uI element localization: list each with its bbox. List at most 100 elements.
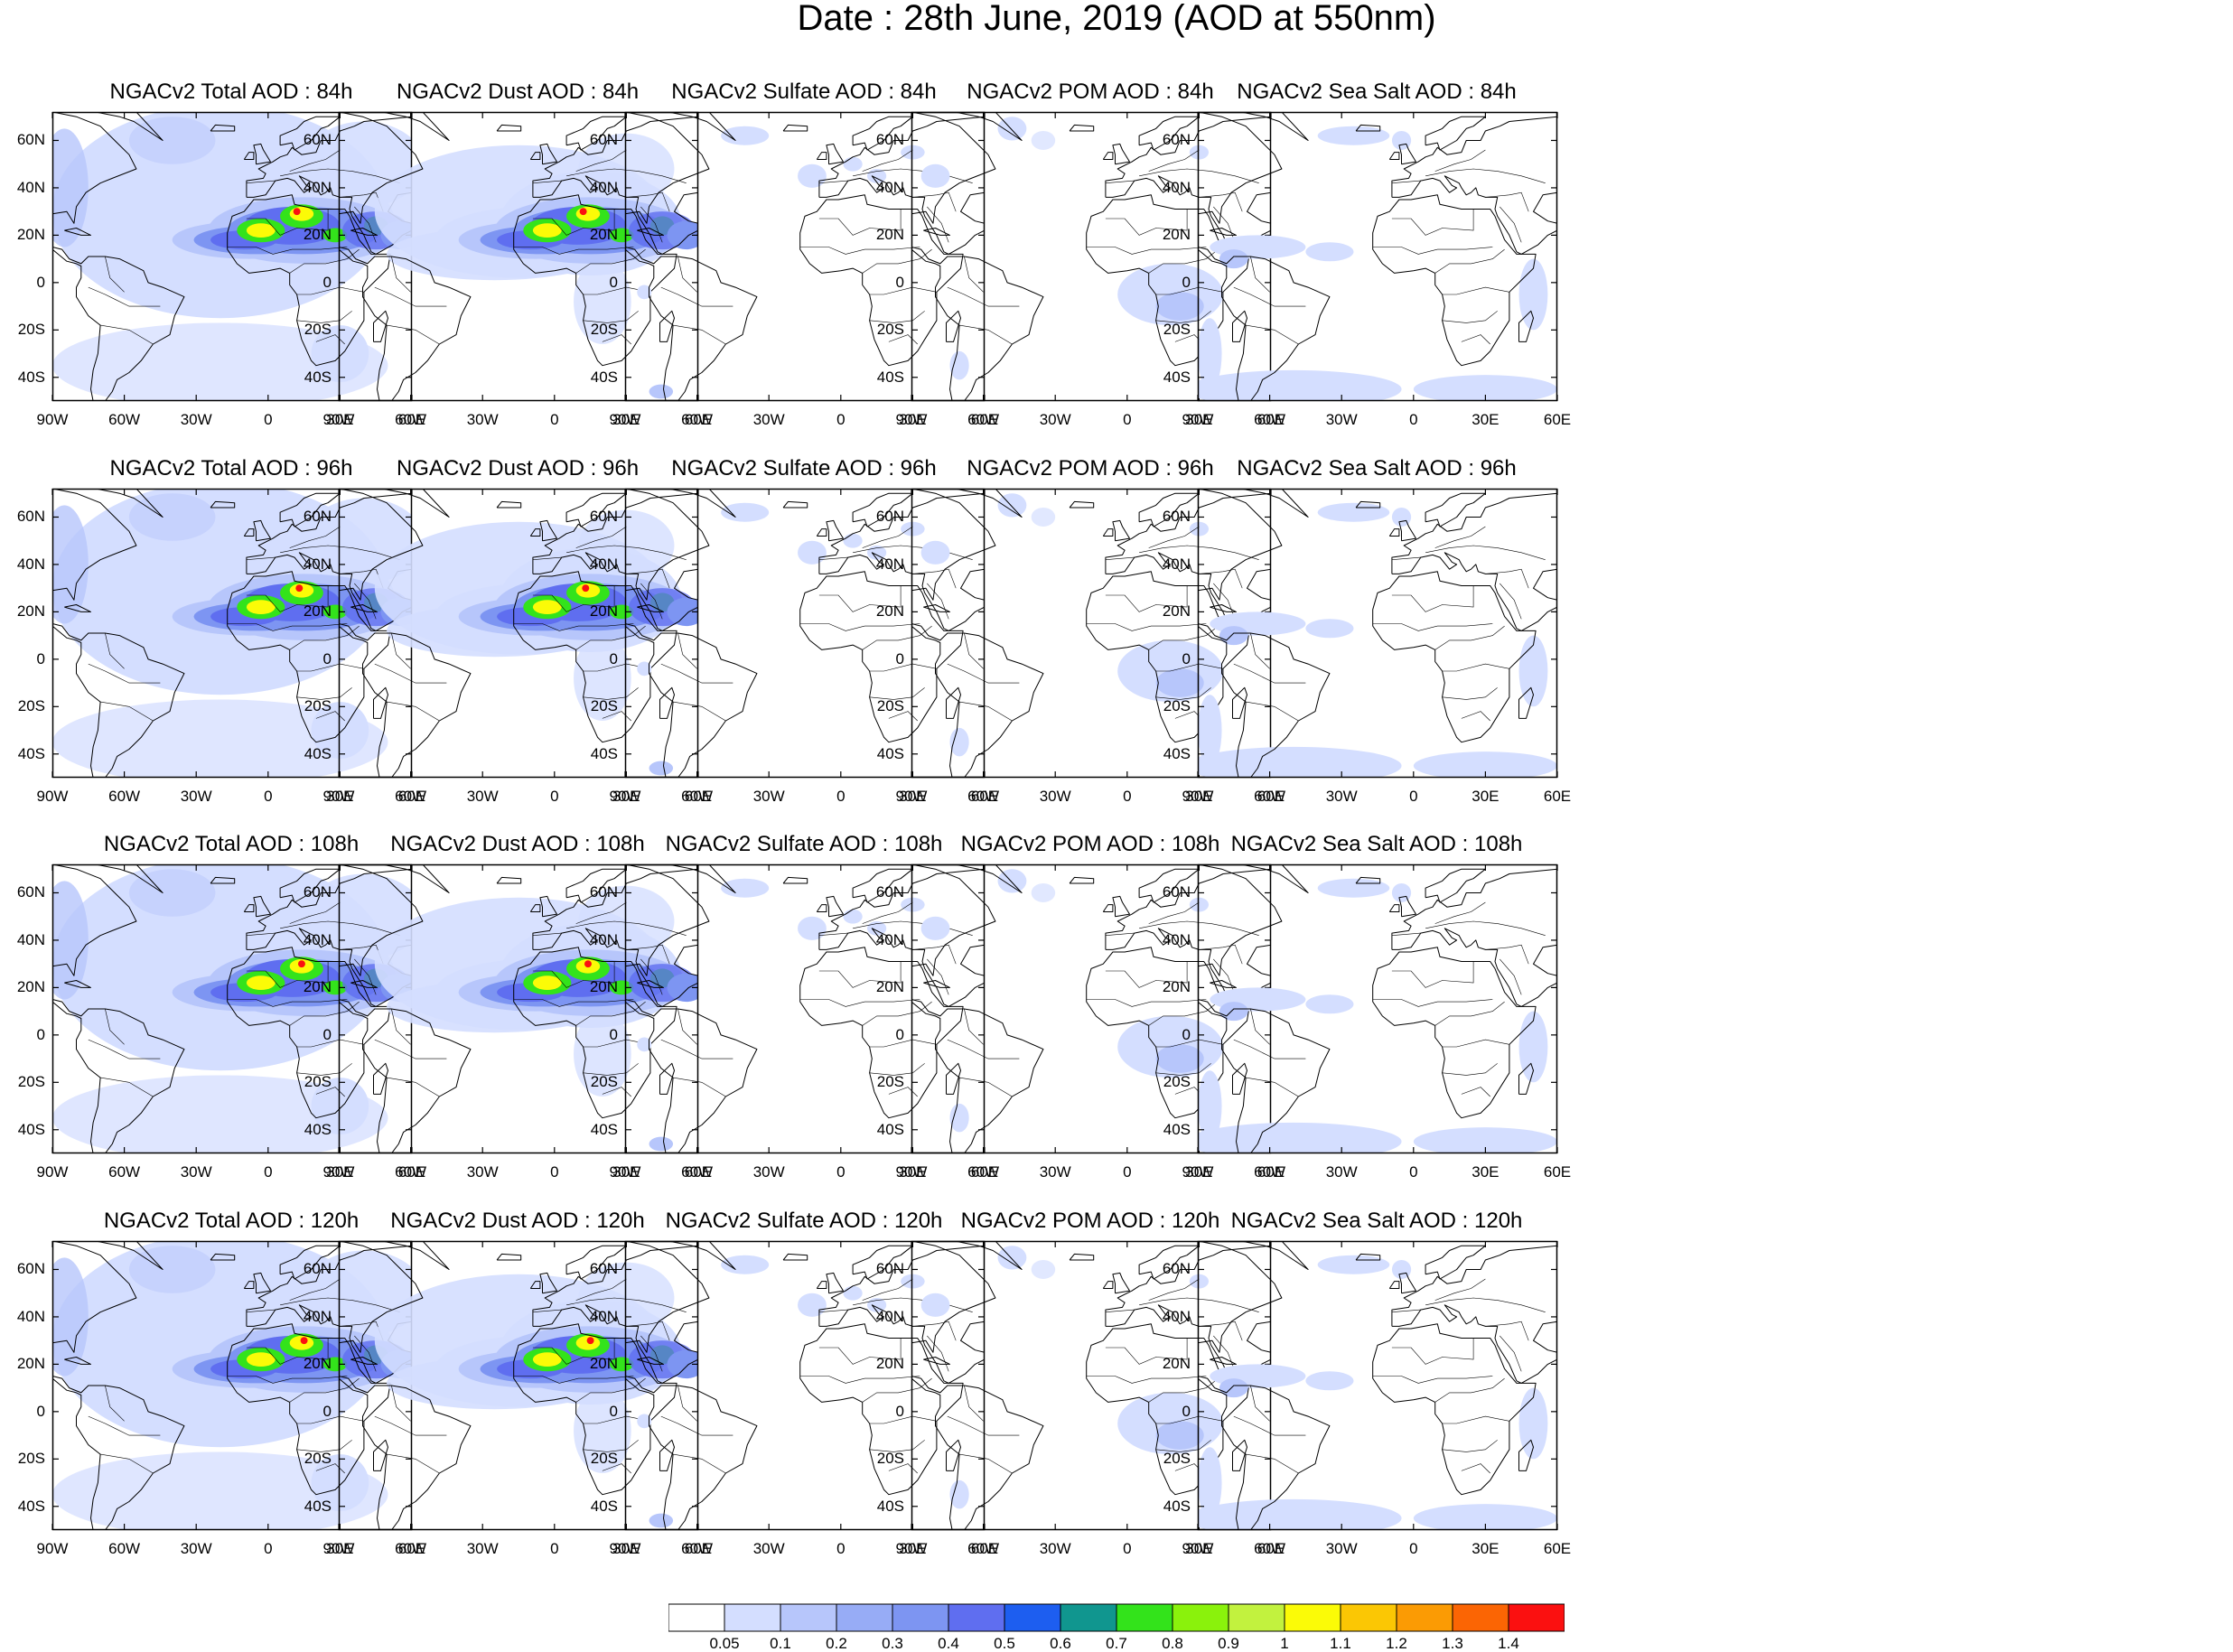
country-border bbox=[100, 1453, 154, 1474]
country-border bbox=[869, 663, 937, 672]
coastline-africa bbox=[513, 194, 677, 367]
country-border bbox=[818, 180, 848, 183]
aod-plume bbox=[322, 980, 348, 995]
country-border bbox=[246, 932, 276, 936]
country-border bbox=[1155, 1415, 1223, 1424]
coastline-uk bbox=[826, 1272, 844, 1294]
lon-tick-label: 60E bbox=[397, 411, 426, 428]
lat-tick-label: 60N bbox=[875, 131, 904, 149]
coastline-cuba bbox=[637, 604, 664, 612]
country-border bbox=[1105, 1338, 1188, 1365]
map-frame bbox=[1197, 488, 1558, 779]
panel-title: NGACv2 Sulfate AOD : 84h bbox=[671, 79, 937, 104]
lat-tick-label: 20N bbox=[875, 978, 904, 996]
aod-plume bbox=[586, 1337, 594, 1345]
coastline-africa bbox=[1372, 947, 1537, 1119]
country-border bbox=[1105, 209, 1188, 236]
panel-title: NGACv2 Dust AOD : 84h bbox=[396, 79, 640, 104]
country-border bbox=[964, 1385, 984, 1422]
aod-plume bbox=[1031, 882, 1056, 902]
country-border bbox=[1148, 901, 1200, 924]
country-border bbox=[1155, 663, 1223, 672]
country-border bbox=[1105, 556, 1135, 560]
lon-tick-label: 0 bbox=[550, 1540, 559, 1557]
country-border bbox=[1105, 1309, 1135, 1312]
country-border bbox=[391, 256, 411, 293]
aod-plume bbox=[1413, 1127, 1557, 1153]
country-border bbox=[862, 526, 913, 548]
coastline-eurasia bbox=[818, 492, 985, 631]
coastline-eurasia bbox=[532, 1245, 698, 1384]
lon-tick-label: 30E bbox=[612, 1163, 640, 1181]
lon-tick-label: 60W bbox=[395, 1540, 427, 1557]
lat-tick-label: 20N bbox=[16, 602, 45, 621]
country-border bbox=[1148, 1001, 1219, 1026]
aod-map bbox=[624, 863, 986, 1154]
lon-tick-label: 90W bbox=[1182, 411, 1214, 428]
coastline-iceland bbox=[782, 876, 808, 884]
country-border bbox=[280, 920, 400, 936]
country-border bbox=[1139, 168, 1259, 183]
country-border bbox=[1250, 632, 1270, 669]
lon-tick-label: 30W bbox=[180, 1540, 212, 1557]
coastline-uk bbox=[826, 519, 844, 542]
coastline-ireland bbox=[529, 1281, 541, 1289]
country-border bbox=[583, 687, 639, 700]
country-border bbox=[818, 1338, 902, 1365]
lon-tick-label: 90W bbox=[609, 788, 641, 805]
country-border bbox=[1148, 1278, 1200, 1301]
colorbar-label: 0.5 bbox=[994, 1635, 1015, 1652]
lon-tick-label: 60W bbox=[1254, 1540, 1286, 1557]
lat-tick-label: 40N bbox=[303, 178, 332, 196]
lat-tick-label: 40N bbox=[16, 178, 45, 196]
colorbar-swatch bbox=[1340, 1603, 1397, 1632]
country-border bbox=[660, 663, 733, 684]
lon-tick-label: 30E bbox=[1185, 788, 1213, 805]
coastline-uk bbox=[253, 143, 271, 165]
coastline-ireland bbox=[816, 152, 827, 160]
country-border bbox=[105, 256, 125, 293]
coastline-cuba bbox=[350, 604, 378, 612]
aod-plume bbox=[667, 973, 698, 1003]
lat-tick-label: 20S bbox=[590, 1450, 618, 1468]
colorbar-label: 0.2 bbox=[826, 1635, 847, 1652]
aod-map bbox=[1197, 1240, 1558, 1531]
country-border bbox=[862, 1377, 932, 1403]
coastline-cuba bbox=[1210, 1357, 1237, 1365]
country-border bbox=[862, 901, 913, 924]
lon-tick-label: 60W bbox=[395, 788, 427, 805]
coastline-cuba bbox=[350, 228, 378, 236]
aod-plume bbox=[1219, 1002, 1248, 1022]
coastline-africa bbox=[227, 1323, 391, 1496]
country-border bbox=[927, 958, 949, 995]
aod-plume bbox=[1413, 375, 1557, 401]
aod-plume bbox=[1031, 1259, 1056, 1279]
country-border bbox=[677, 1385, 697, 1422]
lon-tick-label: 60W bbox=[395, 411, 427, 428]
coastline-uk bbox=[1398, 519, 1416, 542]
country-border bbox=[1086, 999, 1207, 1007]
colorbar-swatch bbox=[780, 1603, 837, 1632]
lat-tick-label: 0 bbox=[322, 1025, 332, 1043]
aod-plume bbox=[52, 322, 388, 401]
lat-tick-label: 40N bbox=[1162, 1307, 1191, 1325]
lon-tick-label: 0 bbox=[264, 411, 273, 428]
aod-plume bbox=[920, 916, 950, 940]
aod-plume bbox=[920, 163, 950, 188]
lon-tick-label: 30W bbox=[1039, 1540, 1071, 1557]
coastline-central-south-america bbox=[1198, 1376, 1331, 1530]
coastline-central-south-america bbox=[625, 247, 758, 401]
coastline-north-america bbox=[339, 864, 424, 976]
colorbar-swatch bbox=[1452, 1603, 1509, 1632]
country-border bbox=[513, 999, 634, 1007]
country-border bbox=[1148, 625, 1219, 650]
lon-tick-label: 0 bbox=[1123, 788, 1132, 805]
country-border bbox=[912, 1321, 957, 1341]
aod-plume bbox=[1413, 1504, 1557, 1530]
country-border bbox=[927, 206, 949, 243]
country-border bbox=[964, 1008, 984, 1045]
coastline-greenland bbox=[954, 489, 1023, 518]
country-border bbox=[354, 958, 377, 995]
country-border bbox=[1434, 1377, 1505, 1403]
map-panel-sea-salt-96h: NGACv2 Sea Salt AOD : 96h 60N 40N 20N 0 20S 40… bbox=[1145, 456, 1597, 832]
